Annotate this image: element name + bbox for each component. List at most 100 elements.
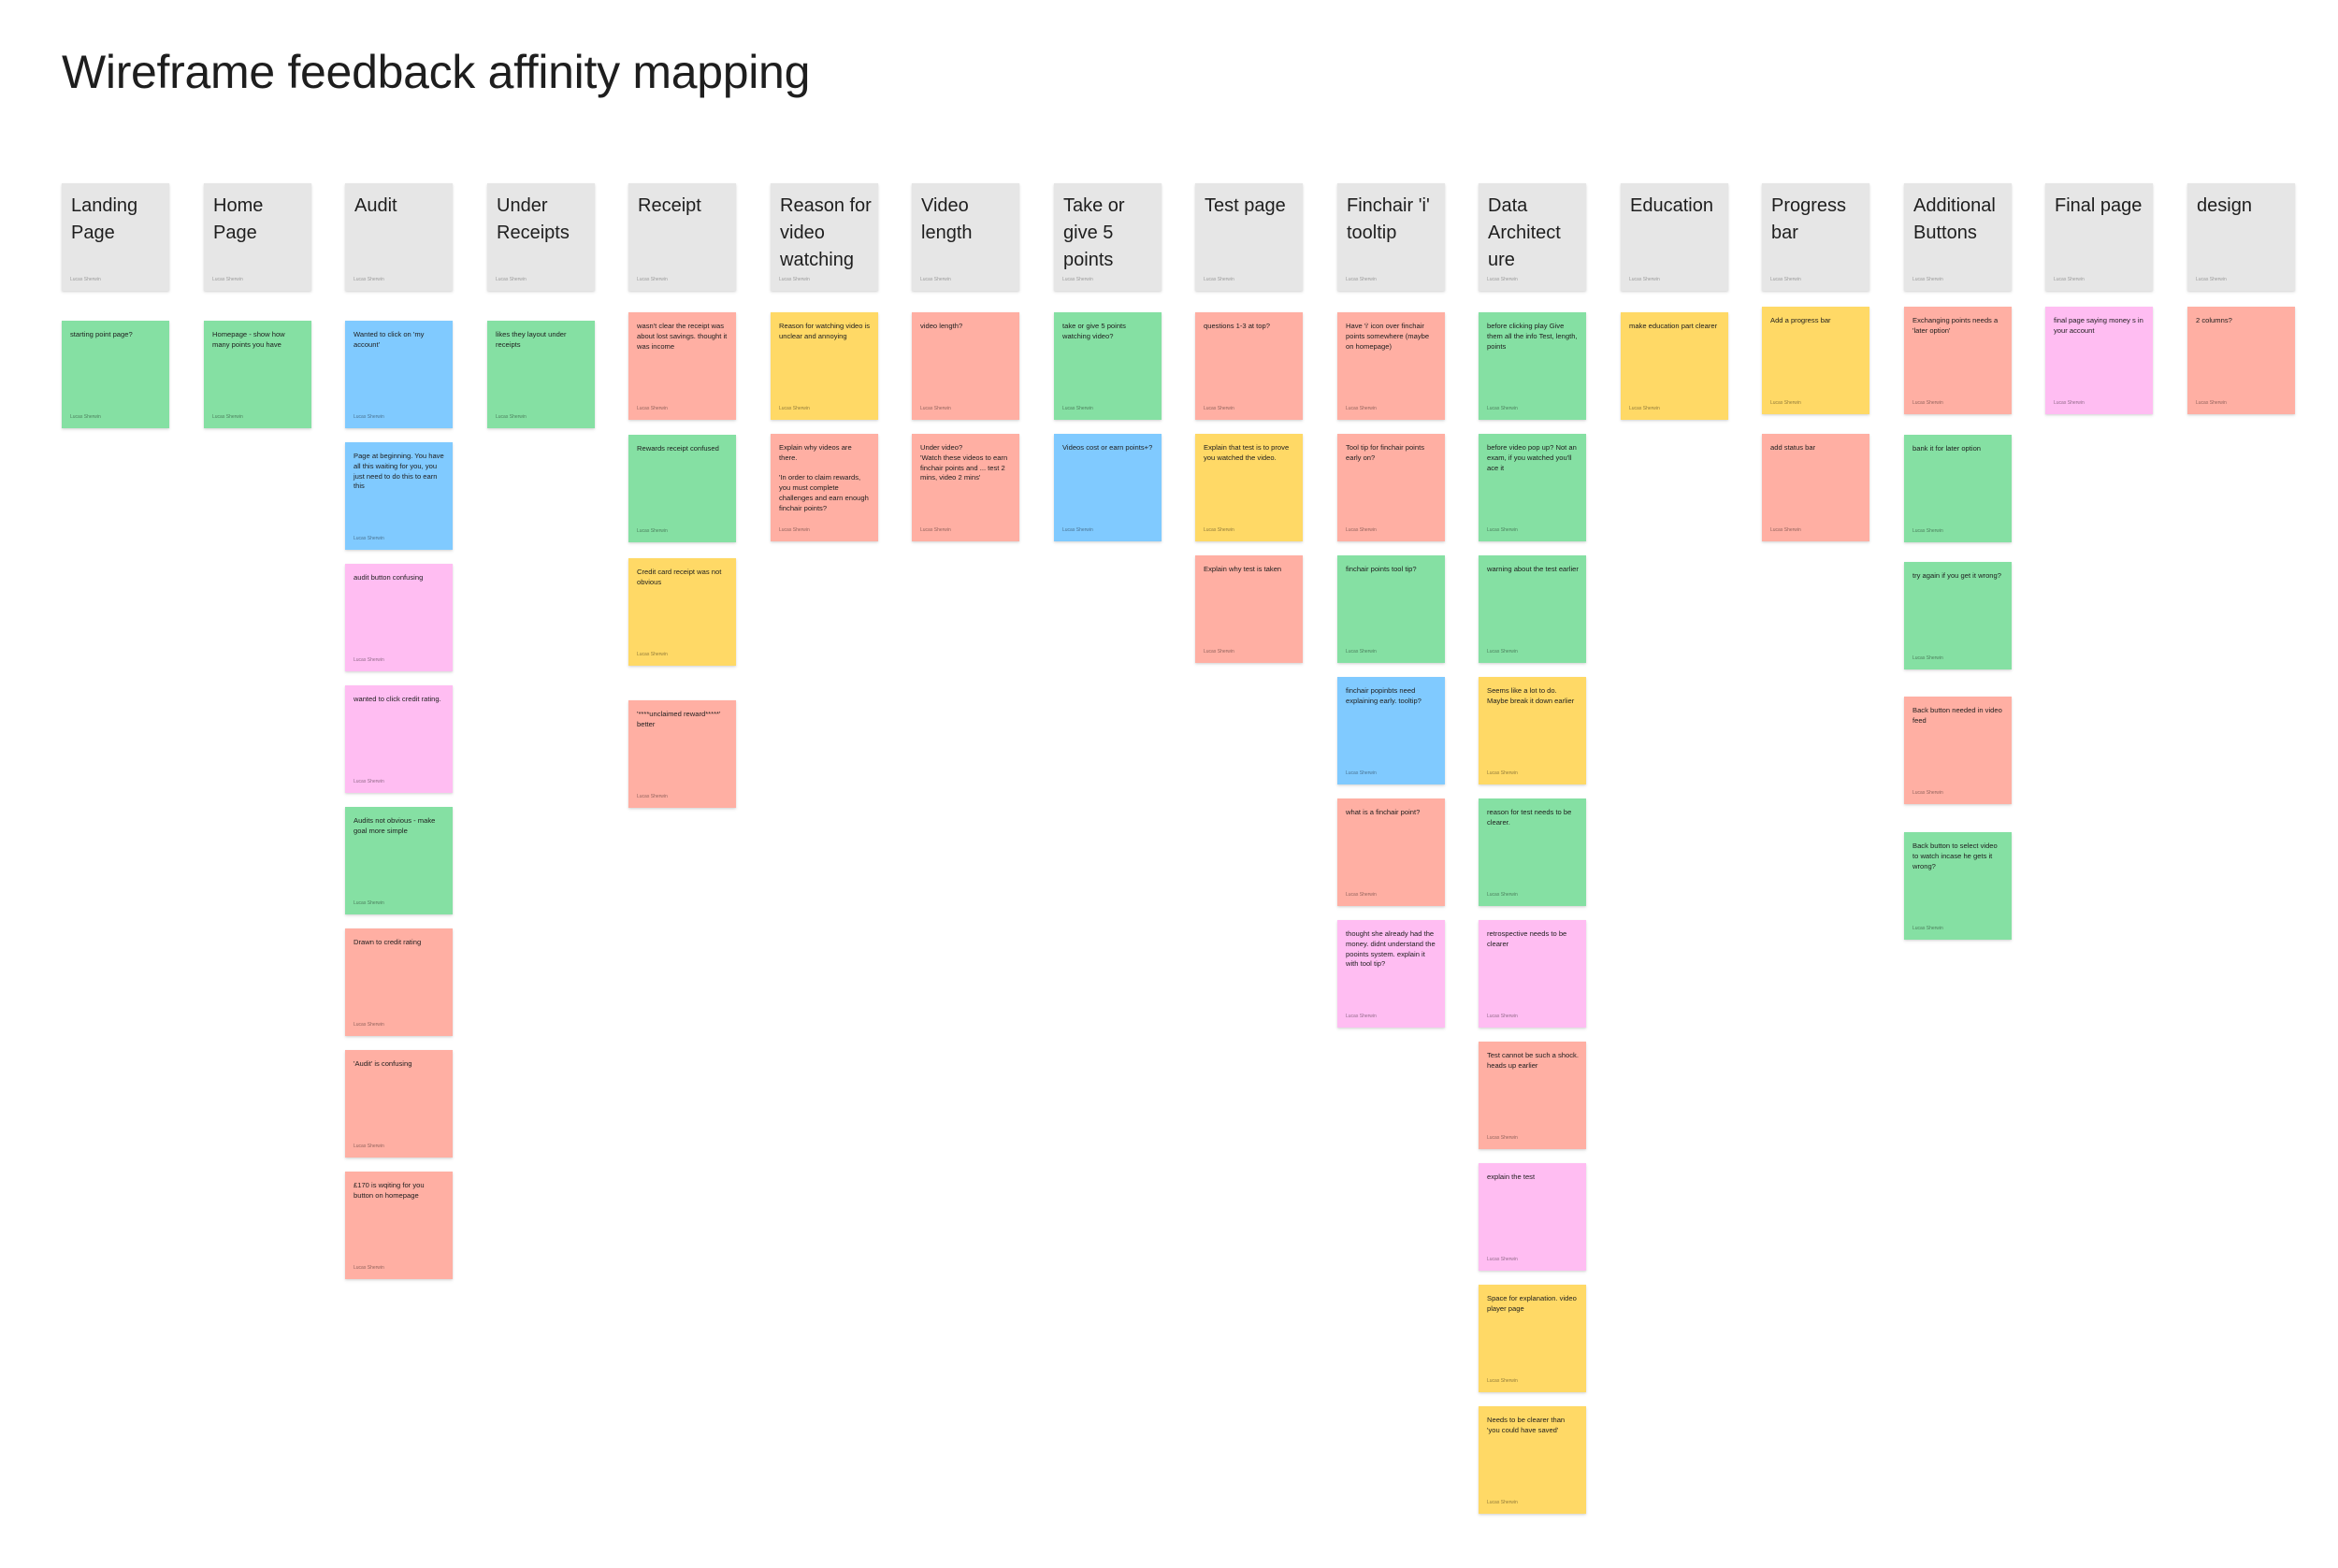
sticky-note[interactable]: Credit card receipt was not obvious Lucas… <box>628 558 736 666</box>
column-header-label: Landing Page <box>71 195 138 243</box>
sticky-note[interactable]: Explain why videos are there. 'In order … <box>771 434 878 541</box>
sticky-note[interactable]: make education part clearer Lucas Sherwin <box>1621 312 1728 420</box>
sticky-note[interactable]: questions 1-3 at top? Lucas Sherwin <box>1195 312 1303 420</box>
sticky-note[interactable]: wasn't clear the receipt was about lost … <box>628 312 736 420</box>
sticky-author: Lucas Sherwin <box>1912 400 1943 406</box>
sticky-note[interactable]: Tool tip for finchair points early on? Lu… <box>1337 434 1445 541</box>
sticky-author: Lucas Sherwin <box>637 277 668 282</box>
sticky-note[interactable]: take or give 5 points watching video? Luc… <box>1054 312 1162 420</box>
sticky-note[interactable]: Rewards receipt confused Lucas Sherwin <box>628 435 736 542</box>
sticky-note-text: Add a progress bar <box>1770 316 1831 324</box>
sticky-note[interactable]: bank it for later option Lucas Sherwin <box>1904 435 2012 542</box>
sticky-note[interactable]: '****unclaimed reward*****' better Lucas … <box>628 700 736 808</box>
sticky-note[interactable]: audit button confusing Lucas Sherwin <box>345 564 453 671</box>
sticky-author: Lucas Sherwin <box>1346 892 1377 898</box>
sticky-note[interactable]: starting point page? Lucas Sherwin <box>62 321 169 428</box>
sticky-note[interactable]: Back button needed in video feed Lucas Sh… <box>1904 697 2012 804</box>
sticky-note[interactable]: Explain why test is taken Lucas Sherwin <box>1195 555 1303 663</box>
sticky-note[interactable]: finchair points tool tip? Lucas Sherwin <box>1337 555 1445 663</box>
sticky-author: Lucas Sherwin <box>70 414 101 420</box>
sticky-note[interactable]: £170 is wqiting for you button on homepa… <box>345 1172 453 1279</box>
sticky-note[interactable]: Needs to be clearer than 'you could have… <box>1479 1406 1586 1514</box>
sticky-note[interactable]: Videos cost or earn points+? Lucas Sherwi… <box>1054 434 1162 541</box>
sticky-note[interactable]: explain the test Lucas Sherwin <box>1479 1163 1586 1271</box>
column-header[interactable]: Home Page Lucas Sherwin <box>204 183 311 291</box>
sticky-note[interactable]: what is a finchair point? Lucas Sherwin <box>1337 798 1445 906</box>
sticky-note[interactable]: final page saying money s in your accoun… <box>2045 307 2153 414</box>
column-header[interactable]: Under Receipts Lucas Sherwin <box>487 183 595 291</box>
sticky-note-text: audit button confusing <box>354 573 424 582</box>
sticky-note[interactable]: wanted to click credit rating. Lucas Sher… <box>345 685 453 793</box>
sticky-note-text: '****unclaimed reward*****' better <box>637 710 721 728</box>
sticky-note[interactable]: Back button to select video to watch inc… <box>1904 832 2012 940</box>
sticky-note[interactable]: Audits not obvious - make goal more simp… <box>345 807 453 914</box>
sticky-author: Lucas Sherwin <box>637 794 668 799</box>
sticky-note-text: wasn't clear the receipt was about lost … <box>637 322 728 351</box>
sticky-note[interactable]: retrospective needs to be clearer Lucas S… <box>1479 920 1586 1028</box>
sticky-note[interactable]: 'Audit' is confusing Lucas Sherwin <box>345 1050 453 1158</box>
sticky-author: Lucas Sherwin <box>1770 277 1801 282</box>
sticky-note[interactable]: Have 'i' icon over finchair points somew… <box>1337 312 1445 420</box>
sticky-note[interactable]: Homepage - show how many points you have… <box>204 321 311 428</box>
column-header[interactable]: Receipt Lucas Sherwin <box>628 183 736 291</box>
sticky-author: Lucas Sherwin <box>1346 527 1377 533</box>
sticky-note[interactable]: warning about the test earlier Lucas Sher… <box>1479 555 1586 663</box>
sticky-note-text: Seems like a lot to do. Maybe break it d… <box>1487 686 1575 705</box>
column-header[interactable]: Final page Lucas Sherwin <box>2045 183 2153 291</box>
sticky-note[interactable]: Wanted to click on 'my account' Lucas She… <box>345 321 453 428</box>
sticky-note-text: before clicking play Give them all the i… <box>1487 322 1578 351</box>
column-header[interactable]: Landing Page Lucas Sherwin <box>62 183 169 291</box>
sticky-note[interactable]: likes they layout under receipts Lucas Sh… <box>487 321 595 428</box>
sticky-note[interactable]: Exchanging points needs a 'later option'… <box>1904 307 2012 414</box>
column-header[interactable]: Data Architect ure Lucas Sherwin <box>1479 183 1586 291</box>
column-header[interactable]: Additional Buttons Lucas Sherwin <box>1904 183 2012 291</box>
sticky-note-text: 'Audit' is confusing <box>354 1059 412 1068</box>
sticky-author: Lucas Sherwin <box>1346 277 1377 282</box>
sticky-note[interactable]: Under video? 'Watch these videos to earn… <box>912 434 1019 541</box>
sticky-note-text: Needs to be clearer than 'you could have… <box>1487 1416 1566 1434</box>
column-header[interactable]: Finchair 'i' tooltip Lucas Sherwin <box>1337 183 1445 291</box>
sticky-note[interactable]: reason for test needs to be clearer. Luca… <box>1479 798 1586 906</box>
sticky-author: Lucas Sherwin <box>354 1265 384 1271</box>
column-header[interactable]: Audit Lucas Sherwin <box>345 183 453 291</box>
sticky-note[interactable]: Reason for watching video is unclear and… <box>771 312 878 420</box>
column-header[interactable]: Progress bar Lucas Sherwin <box>1762 183 1869 291</box>
sticky-author: Lucas Sherwin <box>1204 406 1234 411</box>
sticky-author: Lucas Sherwin <box>2054 400 2085 406</box>
sticky-note[interactable]: Drawn to credit rating Lucas Sherwin <box>345 928 453 1036</box>
sticky-author: Lucas Sherwin <box>354 536 384 541</box>
sticky-note[interactable]: before clicking play Give them all the i… <box>1479 312 1586 420</box>
sticky-note[interactable]: add status bar Lucas Sherwin <box>1762 434 1869 541</box>
sticky-note[interactable]: thought she already had the money. didnt… <box>1337 920 1445 1028</box>
column-header-label: Finchair 'i' tooltip <box>1347 195 1430 243</box>
sticky-note[interactable]: 2 columns? Lucas Sherwin <box>2187 307 2295 414</box>
column-header[interactable]: Education Lucas Sherwin <box>1621 183 1728 291</box>
sticky-author: Lucas Sherwin <box>354 779 384 784</box>
sticky-note-text: Wanted to click on 'my account' <box>354 330 425 349</box>
sticky-note[interactable]: Explain that test is to prove you watche… <box>1195 434 1303 541</box>
sticky-note-text: finchair popinbts need explaining early.… <box>1346 686 1422 705</box>
sticky-note[interactable]: finchair popinbts need explaining early.… <box>1337 677 1445 784</box>
column-header[interactable]: design Lucas Sherwin <box>2187 183 2295 291</box>
sticky-note[interactable]: Page at beginning. You have all this wai… <box>345 442 453 550</box>
column-header[interactable]: Reason for video watching Lucas Sherwin <box>771 183 878 291</box>
column-header-label: Additional Buttons <box>1913 195 1996 243</box>
sticky-note[interactable]: Space for explanation. video player page… <box>1479 1285 1586 1392</box>
sticky-note[interactable]: try again if you get it wrong? Lucas Sher… <box>1904 562 2012 669</box>
sticky-author: Lucas Sherwin <box>1487 406 1518 411</box>
sticky-note[interactable]: video length? Lucas Sherwin <box>912 312 1019 420</box>
sticky-note-text: Tool tip for finchair points early on? <box>1346 443 1424 462</box>
sticky-author: Lucas Sherwin <box>1346 649 1377 655</box>
sticky-note-text: Audits not obvious - make goal more simp… <box>354 816 436 835</box>
column-header[interactable]: Take or give 5 points Lucas Sherwin <box>1054 183 1162 291</box>
sticky-note[interactable]: before video pop up? Not an exam, if you… <box>1479 434 1586 541</box>
sticky-note[interactable]: Add a progress bar Lucas Sherwin <box>1762 307 1869 414</box>
sticky-note[interactable]: Seems like a lot to do. Maybe break it d… <box>1479 677 1586 784</box>
column-header[interactable]: Video length Lucas Sherwin <box>912 183 1019 291</box>
column-header[interactable]: Test page Lucas Sherwin <box>1195 183 1303 291</box>
sticky-author: Lucas Sherwin <box>920 527 951 533</box>
sticky-note[interactable]: Test cannot be such a shock. heads up ea… <box>1479 1042 1586 1149</box>
sticky-note-text: add status bar <box>1770 443 1816 452</box>
column-header-label: Video length <box>921 195 973 243</box>
sticky-note-text: Space for explanation. video player page <box>1487 1294 1577 1313</box>
